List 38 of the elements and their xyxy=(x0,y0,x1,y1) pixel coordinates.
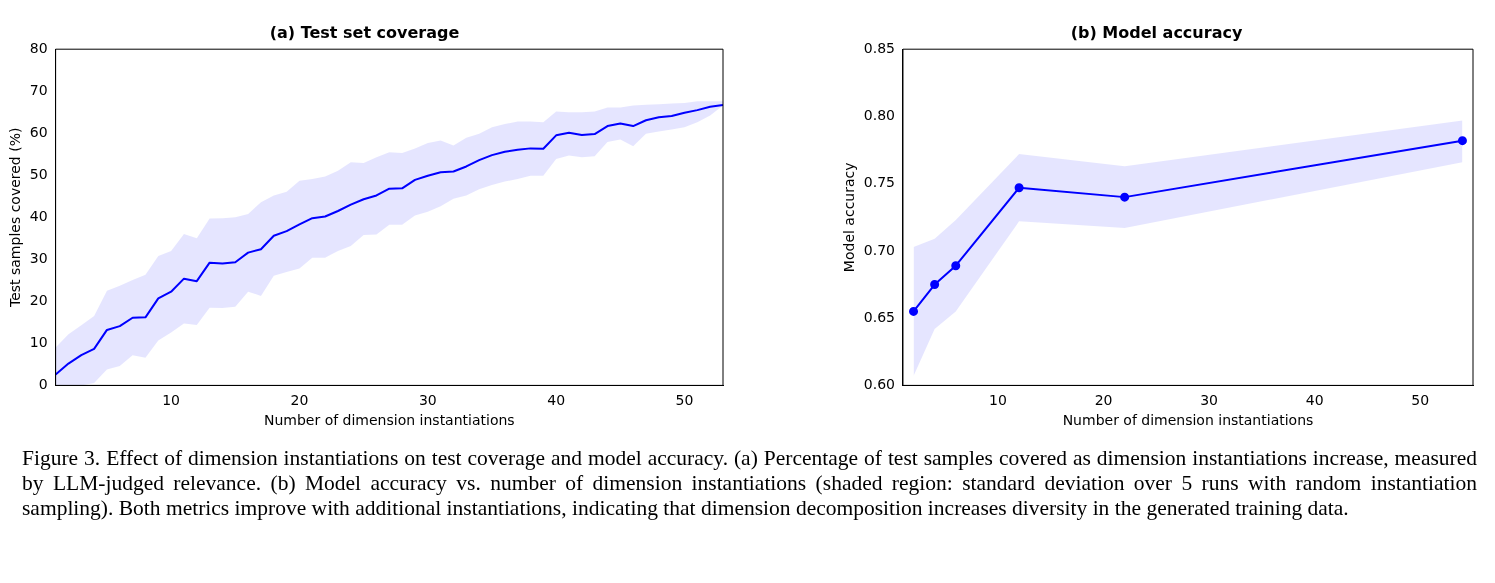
y-tick-label: 80 xyxy=(29,39,48,56)
y-tick-label: 0.85 xyxy=(863,39,895,56)
y-axis-title: Model accuracy xyxy=(841,162,858,273)
point xyxy=(1457,136,1467,146)
point xyxy=(951,261,961,271)
y-tick-label: 0.60 xyxy=(863,376,895,393)
x-tick-label: 10 xyxy=(162,392,181,409)
point xyxy=(1014,183,1024,193)
caption: Figure 3. Effect of dimension instantiations on test coverage and model accuracy. (a) Percentage of test samples covered as dimension instantiations increase, measured by LLM-judged relevance. (b) Model accuracy vs. number of dimension instantiations (shaded region: standard deviation over 5 runs with random instantiation sampling). Both metrics improve with additional instantiations, indicating that dimension decomposition increases diversity in the generated training data. xyxy=(22,446,1477,521)
chart-title: (b) Model accuracy xyxy=(1070,22,1243,42)
x-tick-label: 40 xyxy=(1305,392,1324,409)
y-axis-title: Test samples covered (%) xyxy=(7,127,24,309)
point xyxy=(1120,192,1130,202)
point xyxy=(909,306,919,316)
x-axis-title: Number of dimension instantiations xyxy=(1062,412,1314,429)
y-tick-label: 0 xyxy=(38,376,48,393)
x-tick-label: 20 xyxy=(1094,392,1113,409)
y-tick-label: 0.65 xyxy=(863,308,895,325)
point xyxy=(930,280,940,290)
y-tick-label: 20 xyxy=(29,291,48,308)
y-tick-label: 60 xyxy=(29,123,48,140)
x-tick-label: 10 xyxy=(989,392,1007,409)
x-tick-label: 40 xyxy=(547,392,566,409)
x-tick-label: 30 xyxy=(1200,392,1219,409)
y-tick-label: 40 xyxy=(29,207,48,224)
y-tick-label: 70 xyxy=(29,81,48,98)
x-tick-label: 50 xyxy=(1411,392,1430,409)
x-tick-label: 20 xyxy=(290,392,309,409)
y-tick-label: 10 xyxy=(29,334,48,351)
y-tick-label: 50 xyxy=(29,165,48,182)
x-axis-title: Number of dimension instantiations xyxy=(263,412,515,429)
y-tick-label: 30 xyxy=(29,249,48,266)
y-tick-label: 0.70 xyxy=(863,241,895,258)
y-tick-label: 0.80 xyxy=(863,107,895,124)
x-tick-label: 50 xyxy=(675,392,694,409)
chart-title: (a) Test set coverage xyxy=(269,22,460,42)
x-tick-label: 30 xyxy=(418,392,437,409)
y-tick-label: 0.75 xyxy=(863,174,895,191)
